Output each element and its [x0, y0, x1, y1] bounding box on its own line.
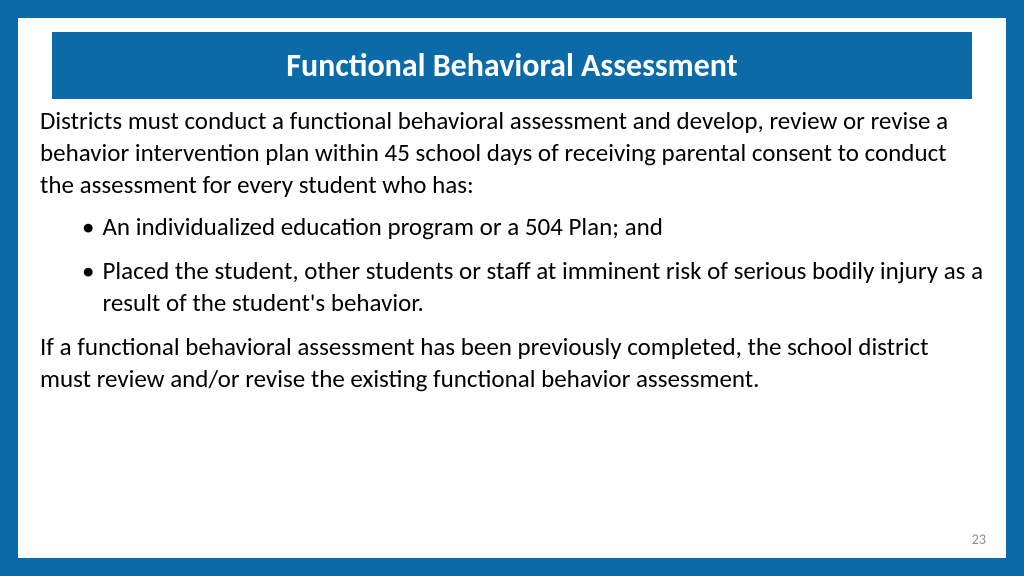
closing-paragraph: If a functional behavioral assessment ha…: [40, 331, 984, 395]
bullet-icon: •: [82, 211, 102, 243]
intro-paragraph: Districts must conduct a functional beha…: [40, 105, 984, 201]
bullet-icon: •: [82, 255, 102, 319]
slide-body: Districts must conduct a functional beha…: [36, 99, 988, 395]
list-item: • Placed the student, other students or …: [82, 255, 984, 319]
bullet-text: Placed the student, other students or st…: [102, 255, 984, 319]
slide-outer-frame: Functional Behavioral Assessment Distric…: [0, 0, 1024, 576]
slide-title: Functional Behavioral Assessment: [52, 46, 972, 85]
bullet-list: • An individualized education program or…: [82, 211, 984, 319]
bullet-text: An individualized education program or a…: [102, 211, 662, 243]
list-item: • An individualized education program or…: [82, 211, 984, 243]
page-number: 23: [972, 531, 986, 548]
slide-inner-page: Functional Behavioral Assessment Distric…: [18, 18, 1006, 558]
title-bar: Functional Behavioral Assessment: [52, 32, 972, 99]
